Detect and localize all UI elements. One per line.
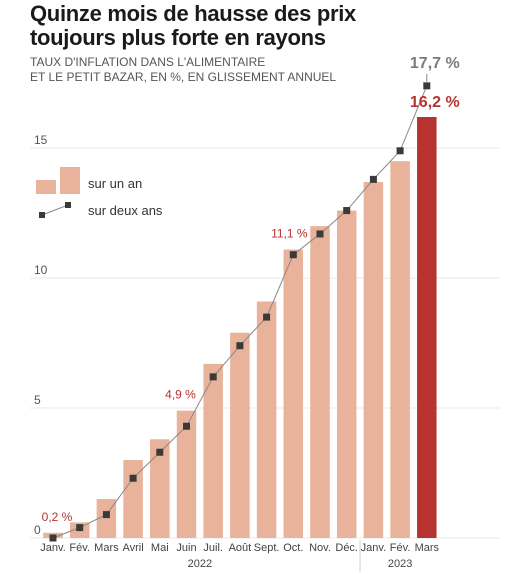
chart-title: Quinze mois de hausse des prix toujours …	[30, 2, 500, 50]
legend	[36, 167, 80, 218]
x-tick-label: Août	[229, 542, 252, 554]
line-marker-14	[423, 82, 431, 90]
line-marker-8	[263, 313, 271, 321]
line-marker-3	[129, 474, 137, 482]
x-tick-label: Juil.	[203, 542, 223, 554]
bar-14	[417, 117, 437, 538]
chart-subtitle: TAUX D'INFLATION DANS L'ALIMENTAIRE ET L…	[30, 55, 410, 85]
chart-title-line1: Quinze mois de hausse des prix	[30, 1, 356, 26]
x-tick-label: Sept.	[254, 542, 280, 554]
x-tick-label: Oct.	[283, 542, 303, 554]
line-marker-5	[183, 422, 190, 430]
annotations: 0,2 % 4,9 % 11,1 % 16,2 % 17,7 %	[42, 55, 460, 524]
x-tick-label: Fév.	[390, 542, 411, 554]
y-axis: 0 5 10 15	[34, 133, 48, 537]
bar-3	[123, 460, 143, 538]
x-axis: Janv. Fév. Mars Avril Mai Juin Juil. Août Sept. O…	[40, 540, 440, 572]
y-tick-label: 10	[34, 263, 48, 277]
legend-bar-small	[36, 180, 56, 194]
bar-series	[43, 117, 437, 539]
legend-bar-large	[60, 167, 80, 194]
chart-title-line2: toujours plus forte en rayons	[30, 25, 326, 50]
line-series	[49, 82, 431, 542]
annotation-label: 4,9 %	[165, 388, 196, 402]
x-tick-label: Janv.	[361, 542, 386, 554]
annotation-label: 11,1 %	[271, 227, 308, 241]
x-tick-label: Juin	[176, 542, 196, 554]
y-tick-label: 0	[34, 523, 41, 537]
x-tick-label: Janv.	[40, 542, 65, 554]
y-tick-label: 15	[34, 133, 48, 147]
y-tick-label: 5	[34, 393, 41, 407]
legend-bars-label: sur un an	[88, 176, 143, 191]
bar-10	[310, 226, 330, 539]
line-marker-4	[156, 448, 164, 456]
annotation-label: 16,2 %	[410, 94, 460, 111]
bar-9	[283, 249, 304, 538]
line-marker-12	[369, 175, 377, 183]
x-tick-label: Fév.	[69, 542, 90, 554]
x-tick-label: Avril	[122, 542, 143, 554]
bar-5	[176, 410, 197, 538]
line-marker-13	[396, 147, 404, 155]
x-tick-label: Déc.	[335, 542, 358, 554]
line-marker-1	[76, 524, 84, 532]
annotation-label: 0,2 %	[42, 510, 73, 524]
line-marker-0	[49, 534, 57, 542]
line-marker-6	[209, 373, 217, 381]
x-tick-label: Mars	[94, 542, 119, 554]
bar-8	[256, 301, 277, 538]
legend-marker-2	[65, 202, 71, 208]
line-marker-7	[236, 342, 244, 350]
line-marker-9	[289, 251, 297, 259]
annotation-label: 17,7 %	[410, 55, 460, 72]
bar-6	[203, 363, 223, 538]
chart-subtitle-line1: TAUX D'INFLATION DANS L'ALIMENTAIRE	[30, 55, 266, 69]
bar-13	[390, 161, 410, 538]
year-label: 2022	[188, 558, 212, 570]
legend-line	[41, 204, 69, 216]
chart-subtitle-line2: ET LE PETIT BAZAR, EN %, EN GLISSEMENT A…	[30, 70, 337, 84]
bar-7	[230, 332, 250, 538]
year-label: 2023	[388, 558, 412, 570]
legend-marker-1	[39, 212, 45, 218]
legend-line-label: sur deux ans	[88, 203, 163, 218]
x-tick-label: Nov.	[309, 542, 331, 554]
bar-11	[336, 210, 357, 539]
x-tick-label: Mai	[151, 542, 169, 554]
bar-4	[150, 439, 170, 538]
line-marker-10	[316, 230, 324, 238]
line-marker-11	[343, 207, 351, 215]
line-marker-2	[102, 511, 110, 519]
x-tick-label: Mars	[415, 542, 440, 554]
bar-12	[363, 181, 384, 539]
